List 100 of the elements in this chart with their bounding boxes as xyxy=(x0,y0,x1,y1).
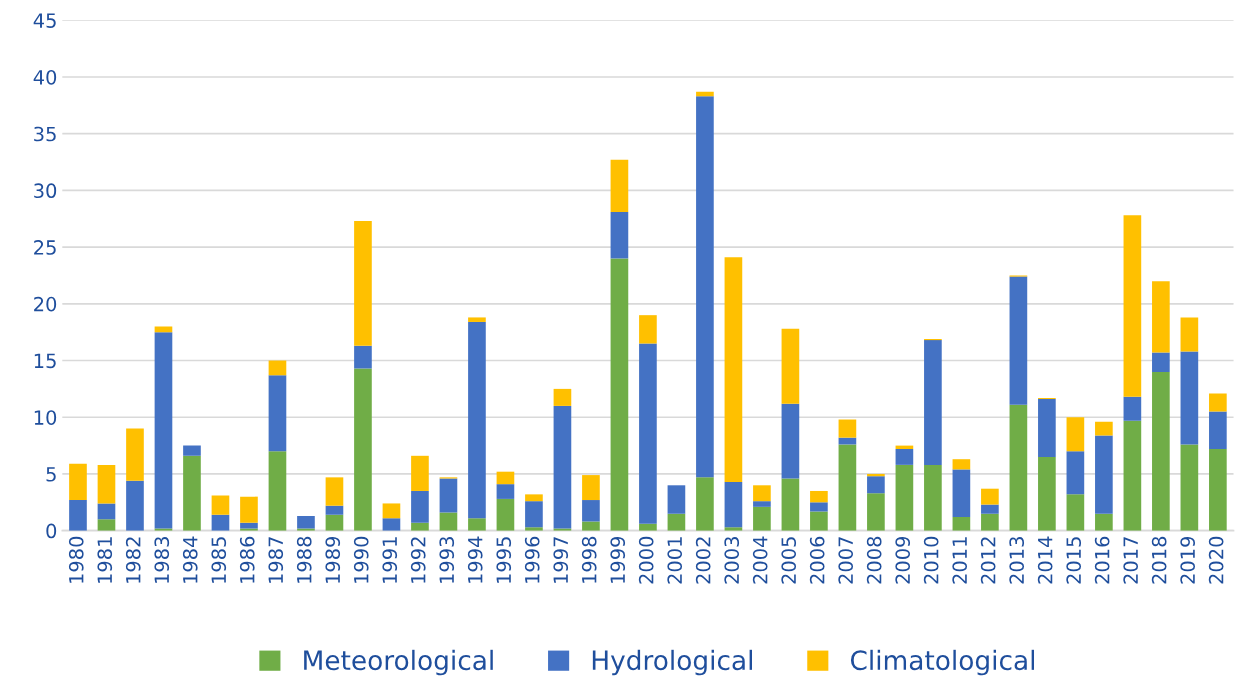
bar xyxy=(439,512,458,531)
bar xyxy=(69,500,87,531)
bar xyxy=(240,522,258,529)
bar xyxy=(981,513,999,531)
bar xyxy=(268,451,287,531)
bar xyxy=(496,484,515,499)
bar xyxy=(810,490,828,503)
x-tick-label: 2009 xyxy=(895,536,911,584)
y-tick-label: 35 xyxy=(34,126,56,142)
bar xyxy=(696,96,714,478)
x-tick-label: 2014 xyxy=(1037,536,1053,584)
x-tick-label: 1981 xyxy=(97,537,113,583)
legend-label: Meteorological xyxy=(304,649,493,676)
bar xyxy=(411,522,429,531)
bar xyxy=(753,501,771,507)
bar xyxy=(1095,421,1113,436)
x-tick-label: 2017 xyxy=(1123,537,1139,584)
x-tick-label: 2015 xyxy=(1066,537,1082,584)
bar xyxy=(696,477,714,531)
x-tick-label: 1988 xyxy=(296,536,312,583)
y-tick-label: 20 xyxy=(34,296,57,312)
bar xyxy=(1066,451,1085,495)
x-tick-label: 2008 xyxy=(866,536,882,584)
legend-label: Climatological xyxy=(850,649,1035,676)
bar xyxy=(1123,420,1142,531)
bar xyxy=(582,500,600,522)
bar xyxy=(981,488,999,505)
bar xyxy=(240,496,258,523)
bar xyxy=(1180,351,1199,445)
x-tick-label: 1997 xyxy=(553,537,569,583)
x-tick-label: 1983 xyxy=(154,537,170,583)
bar xyxy=(1038,399,1056,457)
x-tick-label: 1993 xyxy=(439,537,455,583)
bar xyxy=(810,511,828,531)
x-tick-label: 2019 xyxy=(1180,536,1196,584)
bar xyxy=(183,455,201,531)
bar xyxy=(1066,417,1085,452)
bar xyxy=(525,527,543,531)
bar xyxy=(582,475,600,501)
bar xyxy=(724,257,743,482)
x-tick-label: 1991 xyxy=(382,537,398,583)
bar xyxy=(924,464,942,531)
bar xyxy=(354,221,372,346)
bar xyxy=(952,469,971,518)
bar xyxy=(1180,444,1199,531)
bar xyxy=(1152,352,1170,372)
bar xyxy=(1209,411,1227,449)
bar xyxy=(211,514,230,531)
bar xyxy=(297,515,315,529)
y-tick-label: 15 xyxy=(34,353,56,369)
legend-label: Hydrological xyxy=(592,649,752,676)
bar xyxy=(1209,449,1227,531)
bar xyxy=(867,476,885,494)
y-tick-label: 0 xyxy=(46,523,57,539)
x-tick-label: 1980 xyxy=(68,536,84,583)
bar xyxy=(1152,371,1170,531)
bar xyxy=(97,503,116,520)
y-tick-label: 40 xyxy=(33,69,57,85)
bar xyxy=(325,477,344,506)
bar xyxy=(981,504,999,514)
bar xyxy=(1095,435,1113,514)
bar xyxy=(354,368,372,531)
x-tick-label: 2005 xyxy=(781,537,797,584)
y-tick-label: 10 xyxy=(34,410,57,425)
x-tick-label: 2013 xyxy=(1009,537,1025,584)
bar xyxy=(468,321,486,519)
bar xyxy=(325,505,344,515)
bar xyxy=(867,493,885,531)
bar xyxy=(553,405,572,529)
bar xyxy=(1095,513,1113,531)
bar xyxy=(1152,281,1170,353)
bar xyxy=(468,518,486,531)
x-tick-label: 1987 xyxy=(268,537,284,583)
bar xyxy=(781,328,800,404)
bar xyxy=(724,481,743,528)
x-tick-label: 1996 xyxy=(524,536,540,583)
bar xyxy=(810,502,828,512)
bar xyxy=(354,345,372,369)
bar xyxy=(411,455,429,491)
x-tick-label: 2000 xyxy=(638,536,654,584)
bar xyxy=(268,360,287,376)
bar xyxy=(639,315,657,344)
bar xyxy=(952,517,971,531)
bar xyxy=(183,445,201,456)
bar xyxy=(639,343,657,524)
x-tick-label: 1986 xyxy=(239,536,255,583)
bar xyxy=(297,528,315,531)
x-tick-label: 2003 xyxy=(724,537,740,584)
x-tick-label: 2010 xyxy=(923,536,939,584)
bar xyxy=(696,91,714,97)
bar xyxy=(325,514,344,531)
bar xyxy=(411,490,429,523)
x-tick-label: 2001 xyxy=(667,537,683,584)
bar xyxy=(525,494,543,502)
bar xyxy=(610,159,629,212)
x-tick-label: 2012 xyxy=(980,537,996,584)
bar xyxy=(895,449,914,465)
x-tick-label: 2006 xyxy=(809,536,825,584)
bar xyxy=(781,478,800,531)
bar xyxy=(69,463,87,501)
